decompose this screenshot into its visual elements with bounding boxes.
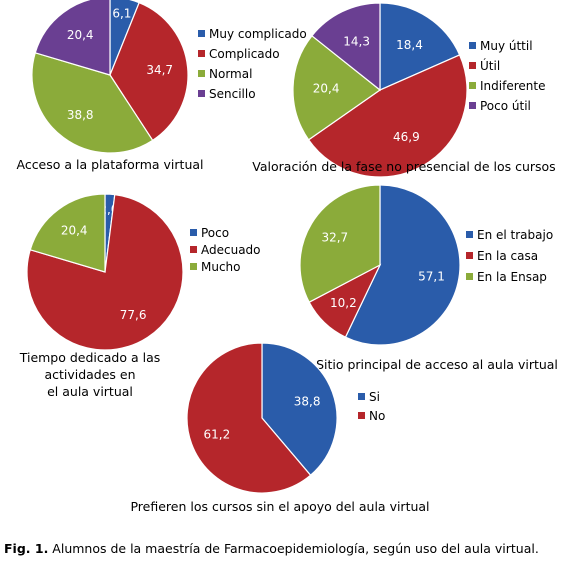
legend-label: Indiferente [480,79,545,93]
legend-swatch [190,263,197,270]
chart-title: Valoración de la fase no presencial de l… [252,159,555,174]
caption-label: Fig. 1. [4,541,49,556]
slice-value-label: 77,6 [120,308,147,322]
pie-slice-2 [307,54,468,178]
slice-value-label: 20,4 [61,224,88,238]
caption-text: Alumnos de la maestría de Farmacoepidemi… [48,541,539,556]
legend-swatch [198,90,205,97]
figure-caption: Fig. 1. Alumnos de la maestría de Farmac… [4,541,576,556]
legend-label: Si [369,390,380,404]
legend-label: Normal [209,67,252,81]
slice-value-label: 46,9 [393,130,420,144]
pie-slice-2 [186,342,312,494]
slice-value-label: 34,7 [146,63,173,77]
legend-swatch [466,231,473,238]
legend-swatch [469,62,476,69]
chart-title: actividades en [44,367,135,382]
pie-slice-1 [344,184,461,346]
pie-slice-3 [29,193,106,273]
pie-slice-1 [379,2,461,91]
slice-value-label: 18,4 [396,38,423,52]
chart-title: Prefieren los cursos sin el apoyo del au… [130,499,429,514]
pie-chart-2: 18,4 46,9 20,4 14,3 Muy úttil Útil Indiferente… [252,2,556,178]
pie-slice-3 [292,34,382,141]
legend-label: Mucho [201,260,241,274]
legend-label: Sencillo [209,87,256,101]
legend-swatch [466,273,473,280]
legend-label: Poco útil [480,99,531,113]
legend-label: En la casa [477,249,538,263]
slice-value-label: 38,8 [67,108,94,122]
slice-value-label: 32,7 [321,231,348,245]
legend-label: No [369,409,385,423]
pie-chart-1: 6,1 34,7 38,8 20,4 Muy complicado Complicado N… [16,0,307,172]
chart-title: el aula virtual [47,384,133,399]
legend-label: Muy complicado [209,27,307,41]
legend-swatch [469,82,476,89]
pie-chart-5: 38,8 61,2 Si No Prefieren los cursos sin el … [130,342,430,514]
legend-swatch [198,30,205,37]
slice-value-label: 57,1 [418,270,445,284]
pie-slice-4 [311,2,381,92]
slice-value-label: 38,8 [294,395,321,409]
chart-title: Sitio principal de acceso al aula virtua… [316,357,558,372]
legend-label: Muy úttil [480,39,533,53]
slice-value-label: 6,1 [112,7,131,21]
legend-label: En la Ensap [477,270,547,284]
figure-canvas: 6,1 34,7 38,8 20,4 Muy complicado Complicado N… [16,0,558,514]
pie-slice-3 [31,52,154,154]
pie-slice-1 [261,342,338,477]
slice-value-label: 14,3 [343,34,370,48]
pie-slice-3 [299,184,381,304]
legend-swatch [198,50,205,57]
chart-title: Tiempo dedicado a las [19,350,161,365]
slice-value-label: 20,4 [67,28,94,42]
legend-label: En el trabajo [477,228,553,242]
legend-swatch [469,102,476,109]
legend-swatch [469,42,476,49]
legend-label: Útil [480,58,500,73]
legend-swatch [190,246,197,253]
pie-slice-4 [34,0,111,76]
slice-value-label: 10,2 [330,296,357,310]
legend-label: Complicado [209,47,280,61]
chart-title: Acceso a la plataforma virtual [16,157,203,172]
slice-value-label: 61,2 [204,428,231,442]
slice-value-label: 20,4 [313,81,340,95]
pie-chart-4: 57,1 10,2 32,7 En el trabajo En la casa En la… [299,184,558,372]
legend-swatch [358,393,365,400]
legend-swatch [198,70,205,77]
legend-label: Poco [201,226,229,240]
pie-slice-2 [109,1,189,142]
legend-swatch [358,412,365,419]
legend-label: Adecuado [201,243,261,257]
legend-swatch [190,229,197,236]
legend-swatch [466,252,473,259]
